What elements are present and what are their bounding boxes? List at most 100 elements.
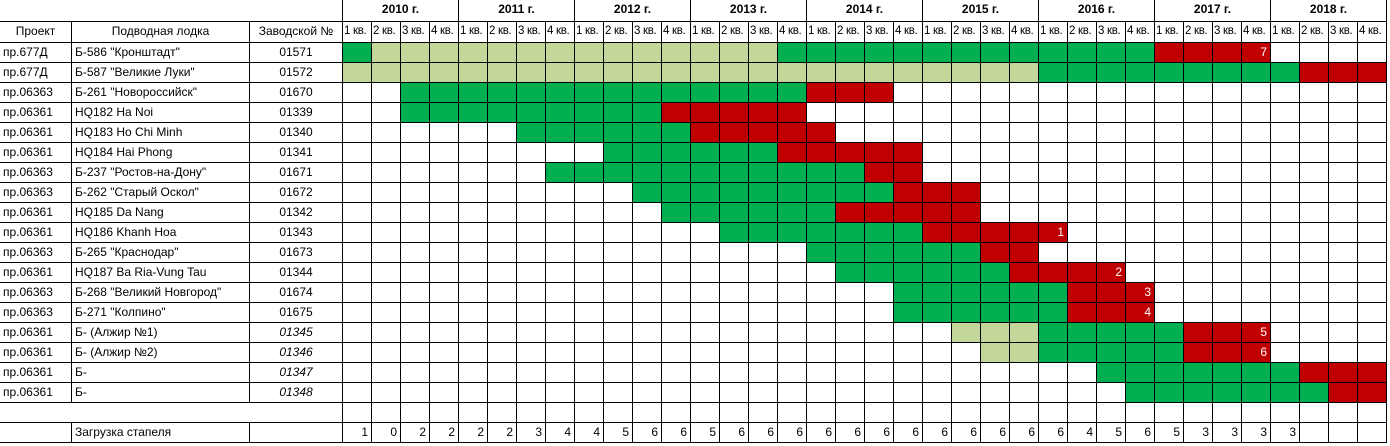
schedule-cell (894, 43, 923, 63)
boat-name: Б-586 "Кронштадт" (72, 43, 250, 63)
schedule-cell (517, 243, 546, 263)
factory-number: 01572 (250, 63, 343, 83)
quarter-header: 4 кв. (894, 22, 923, 43)
load-value: 3 (1184, 423, 1213, 443)
schedule-cell (1242, 163, 1271, 183)
schedule-cell (633, 143, 662, 163)
header-project: Проект (0, 22, 72, 43)
load-value: 6 (807, 423, 836, 443)
schedule-cell (430, 163, 459, 183)
schedule-cell (1126, 323, 1155, 343)
schedule-cell (575, 63, 604, 83)
schedule-cell (720, 143, 749, 163)
schedule-cell (1010, 283, 1039, 303)
schedule-cell (836, 43, 865, 63)
schedule-cell (401, 323, 430, 343)
schedule-cell (720, 383, 749, 403)
schedule-cell (1300, 43, 1329, 63)
schedule-cell (807, 43, 836, 63)
schedule-cell (691, 183, 720, 203)
schedule-cell (1010, 203, 1039, 223)
schedule-cell (1300, 123, 1329, 143)
schedule-cell (807, 343, 836, 363)
schedule-cell (1010, 83, 1039, 103)
empty-cell (1039, 403, 1068, 423)
quarter-header: 4 кв. (1126, 22, 1155, 43)
schedule-cell: 1 (1039, 223, 1068, 243)
schedule-cell (778, 243, 807, 263)
factory-number: 01673 (250, 243, 343, 263)
schedule-cell (749, 283, 778, 303)
schedule-cell (662, 63, 691, 83)
schedule-cell (923, 203, 952, 223)
schedule-cell (372, 383, 401, 403)
schedule-cell (1358, 203, 1387, 223)
schedule-cell (517, 203, 546, 223)
schedule-cell (720, 243, 749, 263)
schedule-cell (720, 123, 749, 143)
schedule-cell (1242, 83, 1271, 103)
schedule-cell (894, 143, 923, 163)
schedule-cell (575, 243, 604, 263)
year-header: 2012 г. (575, 0, 691, 22)
schedule-cell (430, 223, 459, 243)
schedule-cell (604, 163, 633, 183)
schedule-cell (517, 323, 546, 343)
schedule-cell (1039, 283, 1068, 303)
schedule-cell (691, 323, 720, 343)
boat-name: Б-268 "Великий Новгород" (72, 283, 250, 303)
empty-cell (1300, 403, 1329, 423)
schedule-cell (1039, 363, 1068, 383)
schedule-cell (952, 263, 981, 283)
schedule-cell (1039, 83, 1068, 103)
schedule-cell (778, 143, 807, 163)
schedule-cell (1126, 183, 1155, 203)
quarter-header: 4 кв. (430, 22, 459, 43)
schedule-cell (952, 223, 981, 243)
schedule-cell (488, 123, 517, 143)
schedule-cell (1300, 203, 1329, 223)
schedule-cell (488, 363, 517, 383)
schedule-cell (546, 183, 575, 203)
schedule-cell (1329, 203, 1358, 223)
schedule-cell (1242, 363, 1271, 383)
project: пр.677Д (0, 63, 72, 83)
schedule-cell (720, 103, 749, 123)
load-value: 6 (981, 423, 1010, 443)
empty-cell (1242, 403, 1271, 423)
schedule-cell (691, 343, 720, 363)
schedule-cell (894, 123, 923, 143)
schedule-cell (430, 103, 459, 123)
schedule-cell (604, 303, 633, 323)
schedule-cell (1184, 163, 1213, 183)
schedule-cell (401, 243, 430, 263)
schedule-cell (1097, 43, 1126, 63)
schedule-cell (836, 163, 865, 183)
schedule-cell (372, 223, 401, 243)
schedule-cell (749, 43, 778, 63)
schedule-cell (1039, 303, 1068, 323)
schedule-cell (1242, 63, 1271, 83)
project: пр.06361 (0, 263, 72, 283)
schedule-cell (517, 143, 546, 163)
schedule-cell (488, 323, 517, 343)
quarter-header: 1 кв. (691, 22, 720, 43)
schedule-cell (575, 123, 604, 143)
schedule-cell (1155, 223, 1184, 243)
schedule-cell (662, 203, 691, 223)
schedule-cell (807, 83, 836, 103)
schedule-cell (778, 63, 807, 83)
schedule-cell (517, 363, 546, 383)
schedule-cell (1271, 343, 1300, 363)
schedule-cell (575, 363, 604, 383)
schedule-cell (981, 83, 1010, 103)
schedule-cell (372, 163, 401, 183)
schedule-cell (1068, 183, 1097, 203)
schedule-cell (459, 323, 488, 343)
schedule-cell (1155, 203, 1184, 223)
schedule-cell (749, 203, 778, 223)
project: пр.06361 (0, 203, 72, 223)
schedule-cell (430, 283, 459, 303)
schedule-cell (662, 183, 691, 203)
schedule-cell (894, 343, 923, 363)
